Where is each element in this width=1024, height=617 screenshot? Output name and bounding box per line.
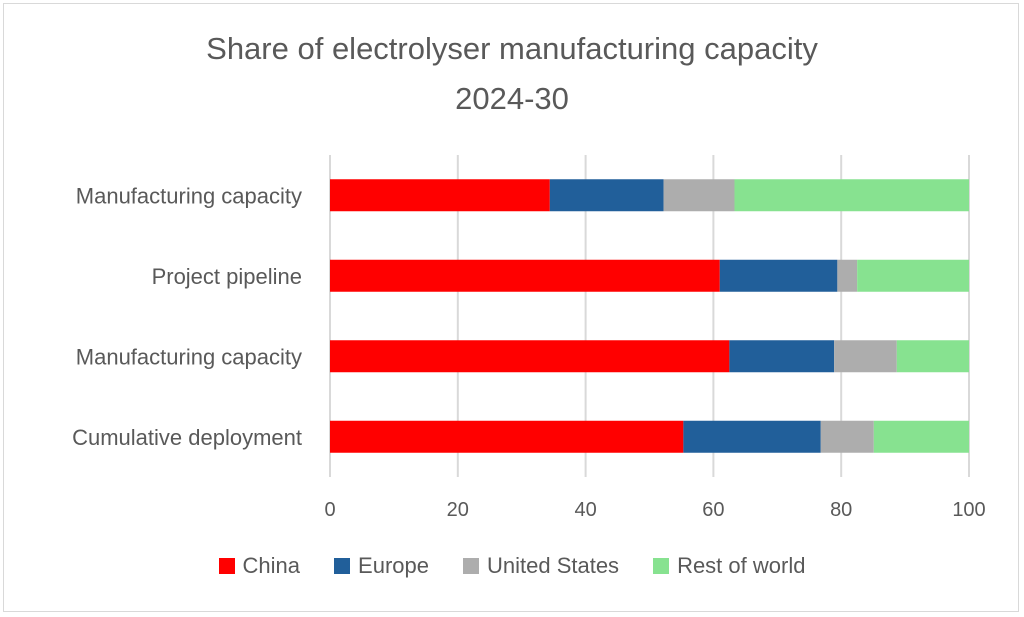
legend-item: Rest of world bbox=[653, 553, 805, 579]
x-tick-label: 100 bbox=[952, 499, 985, 521]
x-tick-label: 60 bbox=[702, 499, 724, 521]
bar-segment-china bbox=[330, 259, 720, 292]
bar-segment-europe bbox=[683, 420, 821, 453]
legend-swatch bbox=[462, 558, 479, 574]
bar-segment-rest-of-world bbox=[734, 179, 969, 212]
legend-swatch bbox=[653, 558, 670, 574]
legend-swatch bbox=[218, 558, 235, 574]
bar-segment-united-states bbox=[834, 340, 897, 373]
legend-label: Rest of world bbox=[677, 553, 806, 578]
bar-segment-rest-of-world bbox=[873, 420, 969, 453]
bar-segment-europe bbox=[719, 259, 838, 292]
bar-segment-china bbox=[330, 179, 550, 212]
legend-label: Europe bbox=[358, 553, 429, 578]
chart-title: Share of electrolyser manufacturing capa… bbox=[206, 31, 818, 66]
x-tick-label: 20 bbox=[447, 499, 469, 521]
x-tick-label: 40 bbox=[574, 499, 596, 521]
category-label: Manufacturing capacity bbox=[76, 183, 302, 208]
category-label: Cumulative deployment bbox=[72, 425, 302, 450]
category-label: Manufacturing capacity bbox=[76, 344, 302, 369]
chart-frame bbox=[3, 3, 1019, 612]
x-tick-label: 0 bbox=[324, 499, 335, 521]
category-label: Project pipeline bbox=[152, 264, 302, 289]
bar-segment-europe bbox=[729, 340, 835, 373]
chart-subtitle: 2024-30 bbox=[455, 81, 569, 116]
x-tick-label: 80 bbox=[830, 499, 852, 521]
bar-segment-united-states bbox=[820, 420, 874, 453]
legend-label: China bbox=[242, 553, 301, 578]
legend: China Europe United States Rest of world bbox=[0, 553, 1024, 579]
bar-segment-united-states bbox=[837, 259, 858, 292]
legend-item: China bbox=[218, 553, 301, 579]
bar-segment-united-states bbox=[663, 179, 735, 212]
bar-segment-china bbox=[330, 420, 684, 453]
legend-item: United States bbox=[462, 553, 620, 579]
bar-segment-europe bbox=[549, 179, 664, 212]
legend-swatch bbox=[334, 558, 351, 574]
legend-label: United States bbox=[486, 553, 620, 578]
bar-segment-china bbox=[330, 340, 730, 373]
bar-segment-rest-of-world bbox=[857, 259, 969, 292]
bar-segment-rest-of-world bbox=[896, 340, 969, 373]
legend-item: Europe bbox=[334, 553, 429, 579]
